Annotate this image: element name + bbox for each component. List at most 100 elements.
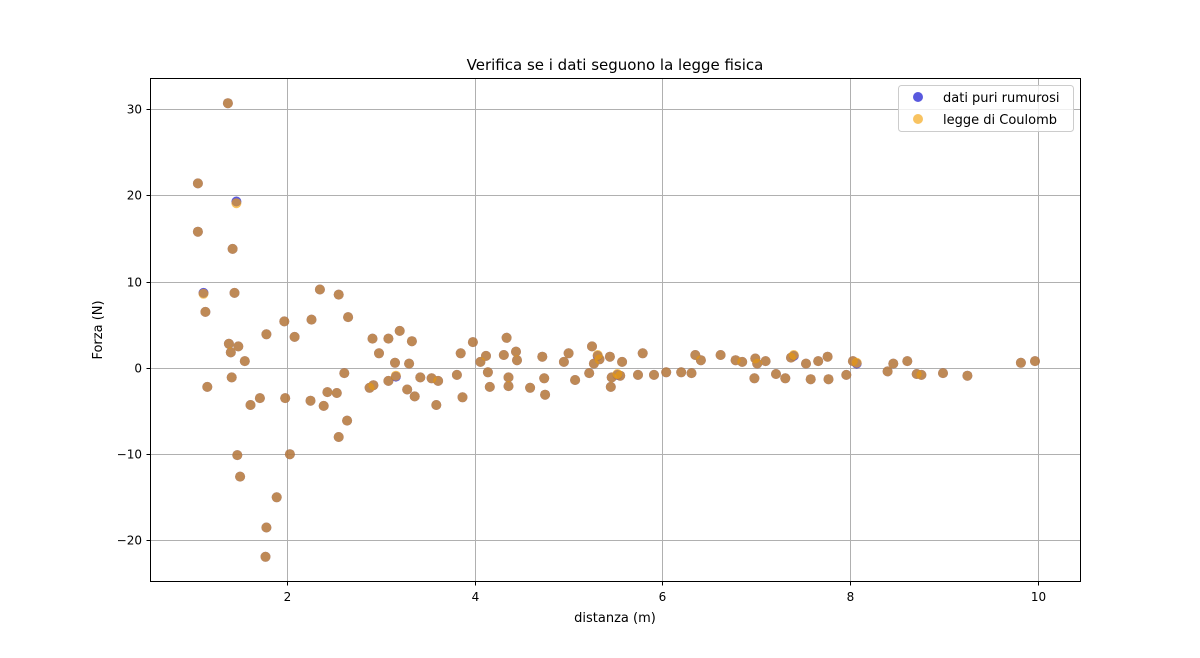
point-legge-di-coulomb <box>695 355 706 366</box>
x-tick-label: 8 <box>847 590 855 604</box>
point-legge-di-coulomb <box>231 198 242 209</box>
point-legge-di-coulomb <box>342 415 353 426</box>
point-legge-di-coulomb <box>322 387 333 398</box>
legend-label-dati-puri-rumurosi: dati puri rumurosi <box>943 91 1060 106</box>
point-legge-di-coulomb <box>498 350 509 360</box>
point-legge-di-coulomb <box>289 331 300 342</box>
point-legge-di-coulomb <box>404 358 415 369</box>
point-legge-di-coulomb <box>260 551 271 562</box>
point-legge-di-coulomb <box>331 388 342 398</box>
point-legge-di-coulomb <box>615 370 626 381</box>
point-legge-di-coulomb <box>822 351 833 362</box>
point-legge-di-coulomb <box>222 98 233 109</box>
point-legge-di-coulomb <box>305 395 316 406</box>
point-legge-di-coulomb <box>888 358 899 369</box>
point-legge-di-coulomb <box>788 350 799 360</box>
point-legge-di-coulomb <box>511 346 521 357</box>
x-tick-label: 6 <box>659 590 667 604</box>
point-legge-di-coulomb <box>390 357 400 368</box>
point-legge-di-coulomb <box>570 375 581 385</box>
point-legge-di-coulomb <box>261 522 272 533</box>
y-tick-label: 10 <box>127 276 142 290</box>
point-legge-di-coulomb <box>374 348 384 359</box>
point-legge-di-coulomb <box>584 368 595 379</box>
x-tick-label: 2 <box>284 590 292 604</box>
point-legge-di-coulomb <box>229 287 240 298</box>
point-legge-di-coulomb <box>314 284 325 295</box>
point-legge-di-coulomb <box>525 382 536 393</box>
point-legge-di-coulomb <box>503 381 514 392</box>
point-legge-di-coulomb <box>760 356 771 367</box>
point-legge-di-coulomb <box>882 366 893 377</box>
point-legge-di-coulomb <box>676 367 687 378</box>
point-legge-di-coulomb <box>280 393 291 404</box>
point-legge-di-coulomb <box>239 356 250 367</box>
point-legge-di-coulomb <box>637 348 648 359</box>
point-legge-di-coulomb <box>587 341 597 352</box>
legend-label-legge-di-coulomb: legge di Coulomb <box>943 113 1057 128</box>
point-legge-di-coulomb <box>227 243 238 254</box>
point-legge-di-coulomb <box>455 348 466 359</box>
point-legge-di-coulomb <box>558 356 569 367</box>
point-legge-di-coulomb <box>457 392 468 403</box>
point-legge-di-coulomb <box>200 306 211 317</box>
point-legge-di-coulomb <box>368 380 379 391</box>
point-legge-di-coulomb <box>649 369 659 380</box>
legend: dati puri rumurosi legge di Coulomb <box>898 85 1074 132</box>
point-legge-di-coulomb <box>333 432 344 442</box>
point-legge-di-coulomb <box>537 351 548 362</box>
point-legge-di-coulomb <box>409 391 420 402</box>
point-legge-di-coulomb <box>232 450 243 461</box>
point-legge-di-coulomb <box>563 348 574 359</box>
point-legge-di-coulomb <box>737 356 748 367</box>
point-legge-di-coulomb <box>198 288 209 299</box>
x-tick-label: 10 <box>1031 590 1046 604</box>
y-tick-label: −20 <box>117 534 142 548</box>
point-legge-di-coulomb <box>451 369 462 380</box>
point-legge-di-coulomb <box>433 375 444 386</box>
point-legge-di-coulomb <box>306 314 317 325</box>
point-legge-di-coulomb <box>431 400 442 410</box>
point-legge-di-coulomb <box>715 350 726 360</box>
point-legge-di-coulomb <box>749 373 760 384</box>
y-axis-label: Forza (N) <box>91 300 106 359</box>
point-legge-di-coulomb <box>617 356 628 367</box>
point-legge-di-coulomb <box>771 369 781 379</box>
point-legge-di-coulomb <box>805 374 816 385</box>
point-legge-di-coulomb <box>962 370 973 381</box>
point-legge-di-coulomb <box>367 333 378 344</box>
point-legge-di-coulomb <box>467 337 478 348</box>
point-legge-di-coulomb <box>841 369 852 380</box>
point-legge-di-coulomb <box>1030 356 1040 367</box>
point-legge-di-coulomb <box>539 373 550 384</box>
point-legge-di-coulomb <box>271 492 282 503</box>
legend-marker-legge-di-coulomb <box>913 114 923 124</box>
point-legge-di-coulomb <box>503 372 514 383</box>
point-legge-di-coulomb <box>501 332 512 343</box>
point-legge-di-coulomb <box>540 389 551 400</box>
point-legge-di-coulomb <box>484 381 495 392</box>
point-legge-di-coulomb <box>661 367 672 378</box>
point-legge-di-coulomb <box>192 226 203 237</box>
x-axis-label: distanza (m) <box>574 611 656 626</box>
point-legge-di-coulomb <box>482 367 493 378</box>
point-legge-di-coulomb <box>318 400 329 411</box>
point-legge-di-coulomb <box>851 357 862 368</box>
point-legge-di-coulomb <box>254 393 265 404</box>
y-tick-label: −10 <box>117 448 142 462</box>
point-legge-di-coulomb <box>813 356 824 367</box>
point-legge-di-coulomb <box>235 471 246 482</box>
point-legge-di-coulomb <box>752 358 763 369</box>
point-legge-di-coulomb <box>902 356 913 367</box>
point-legge-di-coulomb <box>333 289 344 300</box>
axis-ticks: 2 4 6 8 10 −20 −10 0 10 20 30 <box>117 103 1046 605</box>
point-legge-di-coulomb <box>594 354 605 365</box>
point-legge-di-coulomb <box>233 341 244 352</box>
point-legge-di-coulomb <box>633 369 643 380</box>
point-legge-di-coulomb <box>801 358 811 369</box>
point-legge-di-coulomb <box>390 370 401 381</box>
point-legge-di-coulomb <box>245 400 256 410</box>
point-legge-di-coulomb <box>192 178 203 189</box>
